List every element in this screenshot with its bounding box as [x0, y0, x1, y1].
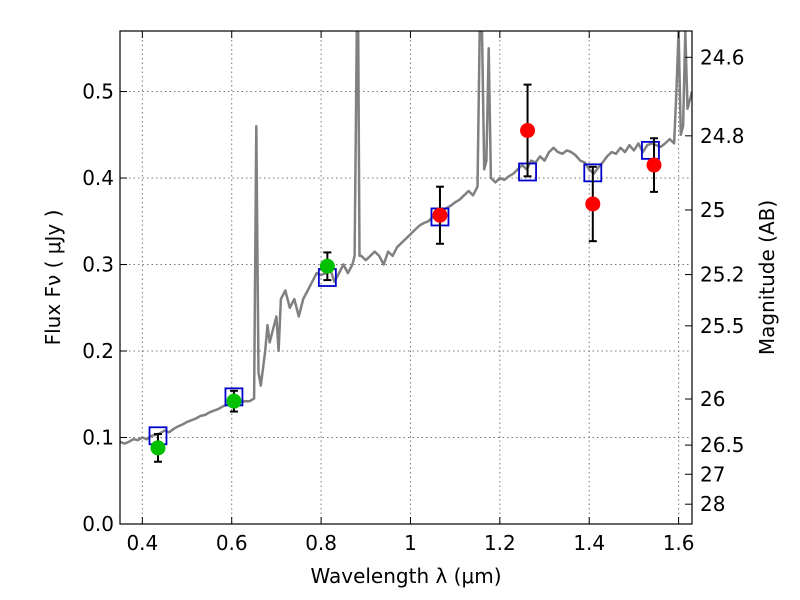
- y2-tick-label: 25.5: [700, 314, 745, 338]
- tick-labels: 0.4 0.6 0.8 1 1.2 1.4 1.6 0.0 0.1 0.2 0.3 0.4 0.5 24.…: [82, 45, 744, 555]
- observed-nir-point: [432, 207, 448, 223]
- y-tick-label: 0.2: [82, 339, 114, 363]
- x-tick-label: 0.6: [216, 531, 248, 555]
- y-tick-label: 0.1: [82, 426, 114, 450]
- y2-tick-label: 25.2: [700, 263, 745, 287]
- y-axis-title: Flux Fν ( μJy ): [41, 210, 65, 346]
- grid-lines: [120, 31, 692, 525]
- x-tick-label: 1.6: [663, 531, 695, 555]
- x-axis-title: Wavelength λ (μm): [310, 564, 501, 588]
- y2-tick-label: 26.5: [700, 433, 745, 457]
- observed-optical-point: [226, 393, 242, 409]
- y2-tick-label: 25: [700, 198, 725, 222]
- y2-tick-label: 24.6: [700, 45, 745, 69]
- x-tick-label: 0.8: [305, 531, 337, 555]
- marker-layer: [148, 83, 662, 463]
- tick-marks: [120, 31, 692, 525]
- y-tick-label: 0.5: [82, 80, 114, 104]
- x-tick-label: 1.4: [573, 531, 605, 555]
- observed-nir-point: [646, 157, 662, 173]
- y2-tick-label: 26: [700, 387, 725, 411]
- observed-optical-point: [319, 258, 335, 274]
- model-spectrum-line: [120, 31, 692, 445]
- observed-optical-point: [150, 440, 166, 456]
- y-tick-label: 0.3: [82, 253, 114, 277]
- spectrum-layer: [120, 31, 692, 445]
- observed-nir-point: [520, 122, 536, 138]
- x-tick-label: 0.4: [126, 531, 158, 555]
- y2-tick-label: 28: [700, 492, 725, 516]
- y-tick-label: 0.4: [82, 166, 114, 190]
- x-tick-label: 1.2: [484, 531, 516, 555]
- y2-axis-title: Magnitude (AB): [755, 200, 779, 355]
- x-tick-label: 1: [404, 531, 417, 555]
- y2-tick-label: 24.8: [700, 124, 745, 148]
- y2-tick-label: 27: [700, 462, 725, 486]
- plot-frame: [119, 30, 693, 525]
- y-tick-label: 0.0: [82, 512, 114, 536]
- observed-nir-point: [585, 196, 601, 212]
